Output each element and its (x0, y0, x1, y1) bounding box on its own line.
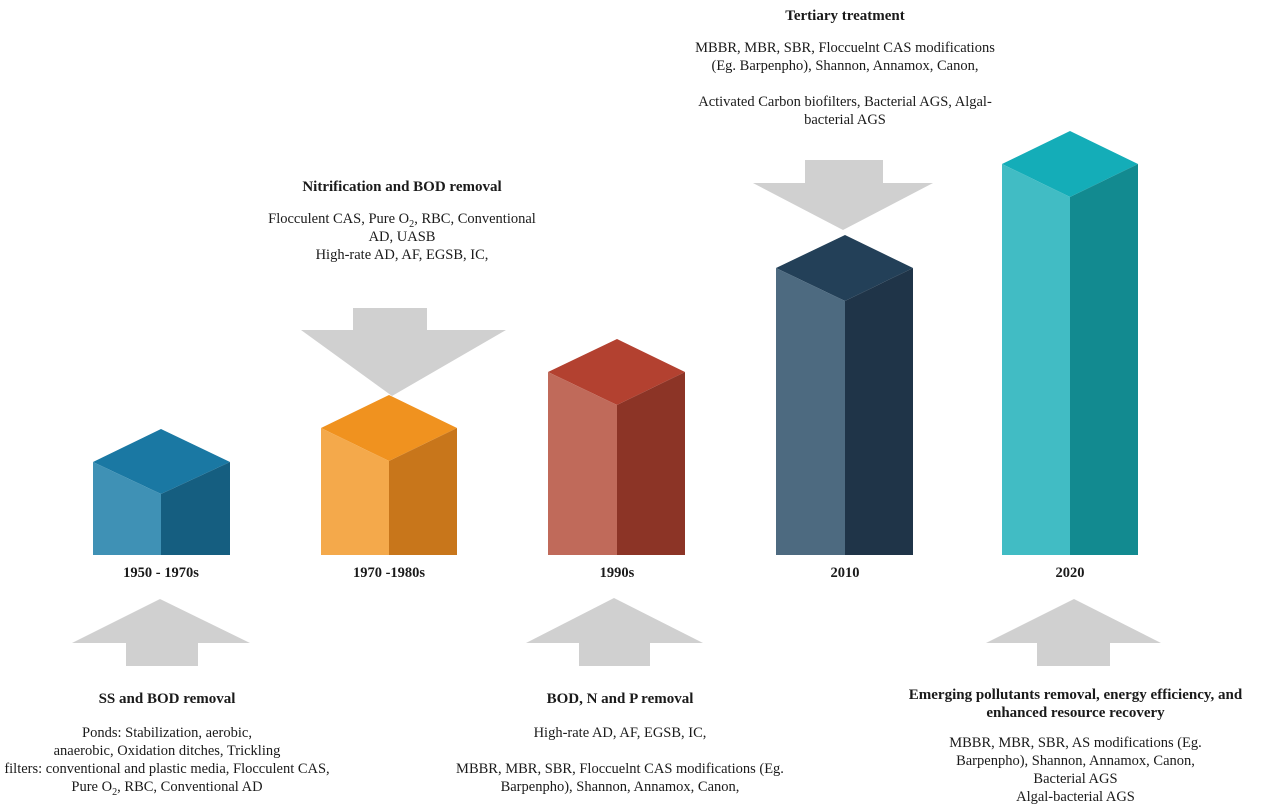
tertiary-callout: Tertiary treatment MBBR, MBR, SBR, Flocc… (650, 7, 1040, 129)
nitrification-heading: Nitrification and BOD removal (302, 179, 502, 195)
bar-2020-right (1070, 164, 1138, 555)
bar-2010 (776, 235, 913, 555)
bar-1970-1980s (321, 395, 457, 555)
bar-2010-top (776, 235, 913, 301)
era-label: 2020 (1055, 565, 1085, 581)
ss-bod-text: anaerobic, Oxidation ditches, Trickling (53, 743, 281, 759)
emerging-text: Algal-bacterial AGS (1016, 789, 1135, 805)
tertiary-heading: Tertiary treatment (785, 8, 905, 24)
tertiary-text: MBBR, MBR, SBR, Floccuelnt CAS modificat… (695, 40, 995, 56)
era-label: 1950 - 1970s (123, 565, 199, 581)
emerging-callout: Emerging pollutants removal, energy effi… (878, 686, 1273, 806)
up-arrow-1950s (72, 599, 250, 666)
bar-1990s-left (548, 372, 617, 555)
bod-np-text: MBBR, MBR, SBR, Floccuelnt CAS modificat… (456, 761, 784, 777)
tertiary-text: bacterial AGS (804, 112, 886, 128)
bar-1970-1980s-left (321, 428, 389, 555)
era-label: 2010 (830, 565, 860, 581)
nitrification-text: AD, UASB (368, 229, 436, 245)
emerging-heading: enhanced resource recovery (986, 705, 1165, 721)
up-arrow-2020 (986, 599, 1161, 666)
bar-2010-right (845, 268, 913, 555)
bar-2020 (1002, 131, 1138, 555)
bar-1990s-top (548, 339, 685, 405)
bod-np-text: Barpenpho), Shannon, Annamox, Canon, (500, 779, 740, 795)
bar-1950-1970s-right (161, 462, 230, 555)
bar-1950-1970s-left (93, 462, 161, 555)
bar-1990s-right (617, 372, 685, 555)
ss-bod-text: Ponds: Stabilization, aerobic, (82, 725, 252, 741)
emerging-text: MBBR, MBR, SBR, AS modifications (Eg. (949, 735, 1202, 751)
emerging-text: Barpenpho), Shannon, Annamox, Canon, (956, 753, 1195, 769)
down-arrow-2010 (753, 160, 933, 230)
tertiary-text: Activated Carbon biofilters, Bacterial A… (698, 94, 992, 110)
bar-1990s (548, 339, 685, 555)
up-arrow-1990s (526, 598, 703, 666)
era-label: 1970 -1980s (352, 565, 426, 581)
bar-2010-left (776, 268, 845, 555)
bar-1950-1970s-top (93, 429, 230, 494)
emerging-text: Bacterial AGS (1033, 771, 1118, 787)
emerging-heading: Emerging pollutants removal, energy effi… (908, 687, 1243, 703)
era-label: 1990s (599, 565, 635, 581)
bar-1970-1980s-right (389, 428, 457, 555)
bod-np-callout: BOD, N and P removal High-rate AD, AF, E… (420, 690, 820, 796)
nitrification-callout: Nitrification and BOD removal Flocculent… (232, 178, 572, 264)
ss-bod-text: Pure O2, RBC, Conventional AD (71, 779, 263, 798)
bod-np-text: High-rate AD, AF, EGSB, IC, (533, 725, 707, 741)
bar-2020-left (1002, 164, 1070, 555)
bod-np-heading: BOD, N and P removal (546, 691, 694, 707)
ss-bod-heading: SS and BOD removal (98, 691, 236, 707)
nitrification-text: High-rate AD, AF, EGSB, IC, (315, 247, 489, 263)
bar-1950-1970s (93, 429, 230, 555)
ss-bod-text: filters: conventional and plastic media,… (4, 761, 330, 777)
tertiary-text: (Eg. Barpenpho), Shannon, Annamox, Canon… (711, 58, 979, 74)
ss-bod-callout: SS and BOD removal Ponds: Stabilization,… (0, 690, 334, 798)
nitrification-text: Flocculent CAS, Pure O2, RBC, Convention… (268, 211, 536, 230)
down-arrow-1970s (301, 308, 506, 396)
